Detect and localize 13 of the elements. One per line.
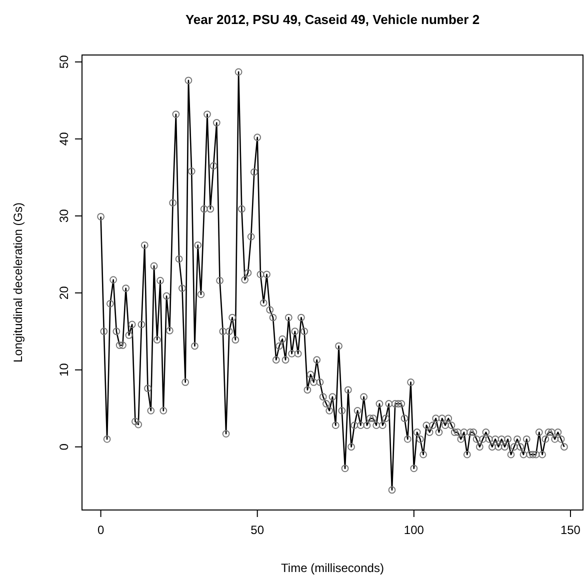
- x-tick-label: 150: [560, 523, 581, 537]
- y-tick-label: 50: [57, 54, 71, 69]
- chart-title: Year 2012, PSU 49, Caseid 49, Vehicle number 2: [185, 12, 480, 27]
- x-axis-title: Time (milliseconds): [281, 561, 384, 575]
- x-tick-label: 100: [404, 523, 424, 537]
- y-axis-title: Longitudinal deceleration (Gs): [11, 202, 25, 363]
- y-tick-label: 10: [57, 362, 71, 377]
- x-tick-label: 50: [250, 523, 264, 537]
- y-tick-label: 40: [57, 132, 71, 146]
- y-tick-label: 0: [57, 443, 71, 450]
- x-tick-label: 0: [97, 523, 104, 537]
- y-tick-label: 30: [57, 208, 71, 223]
- y-tick-label: 20: [57, 286, 71, 300]
